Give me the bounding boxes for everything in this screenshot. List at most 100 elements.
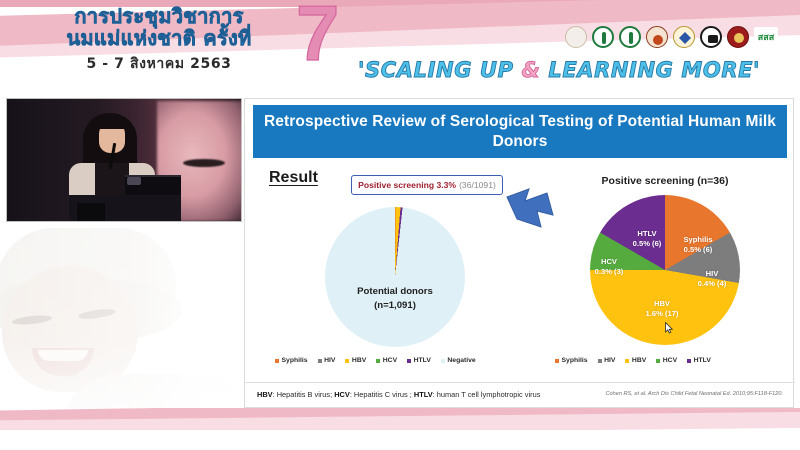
legend-item-negative-left: Negative — [440, 357, 476, 364]
header-top-stripe — [0, 0, 800, 7]
legend-label-syphilis-left: Syphilis — [281, 357, 308, 364]
legend-swatch-hbv-right — [625, 358, 630, 363]
legend-item-hiv-left: HIV — [317, 357, 336, 364]
slide-content-panel: Retrospective Review of Serological Test… — [244, 98, 795, 408]
red-crest-logo — [727, 26, 749, 48]
slice-value-htlv: 0.5% (6) — [632, 239, 662, 249]
legend-label-htlv-right: HTLV — [693, 357, 711, 364]
legend-label-hcv-right: HCV — [662, 357, 678, 364]
legend-label-negative-left: Negative — [447, 357, 476, 364]
abbrev-key-hbv: HBV — [257, 390, 273, 399]
result-heading: Result — [269, 169, 318, 186]
podium-front-panel — [77, 203, 105, 221]
legend-label-htlv-left: HTLV — [413, 357, 431, 364]
legend-swatch-syphilis-left — [275, 358, 279, 363]
legend-label-hiv-right: HIV — [604, 357, 616, 364]
legend-swatch-htlv-left — [407, 358, 412, 363]
presenter-fringe — [97, 117, 127, 129]
video-overlay-eye — [183, 159, 225, 167]
slice-name-hiv: HIV — [705, 269, 719, 278]
source-citation: Cohen RS, et al. Arch Dis Child Fetal Ne… — [605, 391, 783, 397]
slice-value-syphilis: 0.5% (6) — [683, 245, 713, 255]
legend-item-hiv-right: HIV — [597, 357, 616, 364]
slice-label-htlv: HTLV 0.5% (6) — [624, 229, 670, 250]
public-health-logo — [619, 26, 641, 48]
presenter-video-feed[interactable] — [6, 98, 242, 222]
slice-name-hcv: HCV — [600, 257, 618, 266]
positive-screening-pie-chart[interactable]: Syphilis 0.5% (6) HIV 0.4% (4) HBV 1.6% … — [590, 195, 740, 345]
legend-swatch-negative-left — [440, 358, 445, 363]
legend-swatch-htlv-right — [687, 358, 692, 363]
potential-donors-center-label: Potential donors (n=1,091) — [325, 285, 465, 313]
legend-item-hbv-right: HBV — [625, 357, 646, 364]
footer-white-band — [0, 430, 800, 450]
callout-sub-text: (36/1091) — [459, 180, 496, 190]
black-seal-logo — [700, 26, 722, 48]
slice-value-hcv: 0.3% (3) — [594, 267, 624, 277]
potential-donors-label-line2: (n=1,091) — [374, 299, 416, 311]
legend-label-hiv-left: HIV — [324, 357, 336, 364]
mouse-cursor-icon — [665, 321, 674, 334]
baby-watermark-photo — [0, 224, 244, 416]
legend-item-syphilis-right: Syphilis — [555, 357, 588, 364]
left-chart-legend: Syphilis HIV HBV HCV HTLV Negative — [275, 357, 535, 364]
positive-screening-chart-title: Positive screening (n=36) — [601, 175, 729, 187]
legend-label-hbv-left: HBV — [351, 357, 367, 364]
legend-item-hbv-left: HBV — [345, 357, 366, 364]
legend-label-hcv-left: HCV — [382, 357, 398, 364]
slice-name-htlv: HTLV — [637, 229, 657, 238]
edition-number: 7 — [295, 0, 340, 77]
positive-screening-pie-disc — [590, 195, 740, 345]
thai-pagoda-logo — [646, 26, 668, 48]
legend-item-syphilis-left: Syphilis — [275, 357, 308, 364]
potential-donors-pie-disc — [325, 207, 465, 347]
legend-label-hbv-right: HBV — [631, 357, 647, 364]
slice-name-hbv: HBV — [653, 299, 671, 308]
watermark-fade-vertical — [0, 224, 244, 416]
tagline-part1: 'SCALING UP — [358, 58, 522, 83]
legend-swatch-hcv-left — [376, 358, 381, 363]
sponsor-logos-row: สสส — [565, 26, 778, 48]
slice-label-hbv: HBV 1.6% (17) — [634, 299, 690, 320]
abbreviation-note: HBV: Hepatitis B virus; HCV: Hepatitis C… — [257, 390, 540, 399]
potential-donors-label-line1: Potential donors — [357, 286, 433, 297]
abbrev-val-htlv: : human T cell lymphotropic virus — [432, 390, 541, 399]
legend-swatch-hcv-right — [656, 358, 661, 363]
flow-arrow-icon — [503, 187, 559, 239]
legend-swatch-syphilis-right — [555, 358, 559, 363]
legend-item-htlv-left: HTLV — [407, 357, 431, 364]
abbrev-val-hbv: : Hepatitis B virus; — [272, 390, 335, 399]
positive-screening-callout: Positive screening 3.3% (36/1091) — [351, 175, 503, 195]
conference-header-banner: การประชุมวิชาการ นมแม่แห่งชาติ ครั้งที่ … — [0, 0, 800, 92]
slice-label-syphilis: Syphilis 0.5% (6) — [672, 235, 724, 256]
slice-value-hiv: 0.4% (4) — [697, 279, 727, 289]
legend-swatch-hiv-left — [317, 358, 322, 363]
thai-title-line1: การประชุมวิชาการ — [74, 4, 244, 28]
abbrev-key-htlv: HTLV — [413, 390, 433, 399]
footer-banner — [0, 408, 800, 450]
slice-name-syphilis: Syphilis — [683, 235, 713, 244]
thaihealth-sss-logo: สสส — [754, 27, 778, 47]
legend-item-hcv-left: HCV — [376, 357, 397, 364]
tagline-part2: LEARNING MORE' — [540, 58, 761, 83]
legend-item-htlv-right: HTLV — [687, 357, 711, 364]
royal-emblem-logo — [565, 26, 587, 48]
slice-value-hbv: 1.6% (17) — [645, 309, 679, 319]
legend-item-hcv-right: HCV — [656, 357, 677, 364]
conference-tagline: 'SCALING UP & LEARNING MORE' — [358, 58, 761, 83]
royal-crest-logo — [673, 26, 695, 48]
tagline-ampersand: & — [521, 58, 541, 83]
slide-footnote-bar: HBV: Hepatitis B virus; HCV: Hepatitis C… — [245, 382, 795, 408]
conference-thai-title: การประชุมวิชาการ นมแม่แห่งชาติ ครั้งที่ … — [14, 4, 304, 75]
slide-title: Retrospective Review of Serological Test… — [253, 105, 787, 158]
potential-donors-pie-chart[interactable]: Potential donors (n=1,091) — [325, 207, 465, 347]
legend-swatch-hbv-left — [345, 358, 350, 363]
conference-date: 5 - 7 สิงหาคม 2563 — [86, 55, 232, 72]
abbrev-val-hcv: : Hepatitis C virus ; — [349, 390, 414, 399]
health-ministry-logo — [592, 26, 614, 48]
callout-main-text: Positive screening 3.3% — [358, 180, 457, 190]
slice-label-hcv: HCV 0.3% (3) — [588, 257, 630, 278]
legend-swatch-hiv-right — [597, 358, 602, 363]
laptop-screen-glow — [127, 177, 141, 185]
